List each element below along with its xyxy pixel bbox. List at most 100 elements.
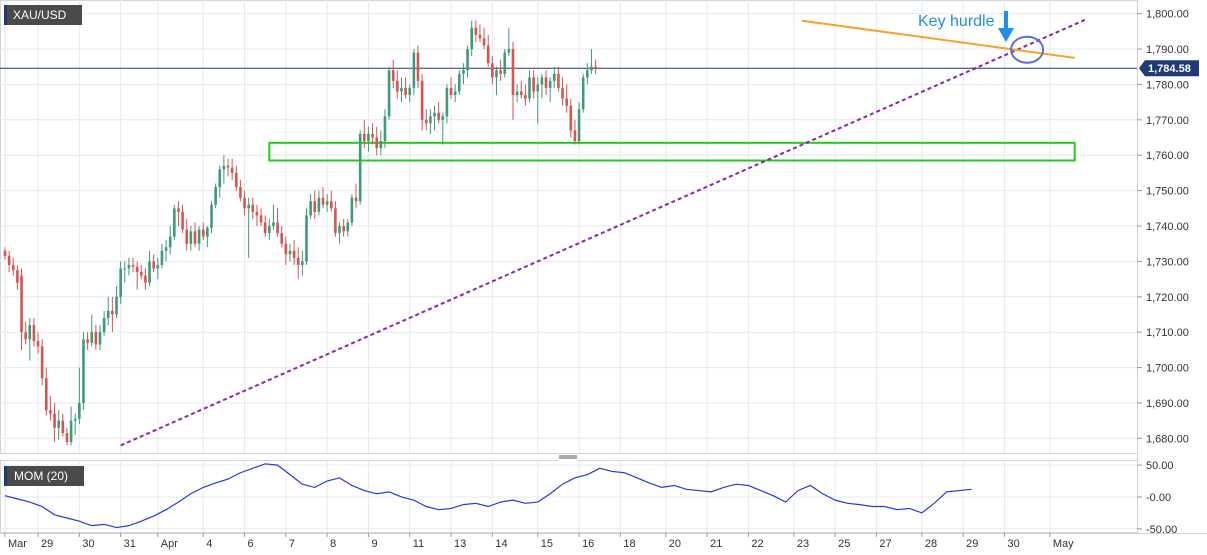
candle-body <box>69 420 73 442</box>
candle <box>53 402 56 442</box>
candle <box>65 427 69 446</box>
candle <box>259 208 263 226</box>
time-tick-label: 11 <box>413 538 424 550</box>
time-tick-label: 23 <box>797 538 809 550</box>
candle-body <box>263 222 267 234</box>
candle-body <box>557 73 560 88</box>
candle-body <box>486 45 490 64</box>
candle <box>387 66 391 120</box>
candle <box>3 247 7 260</box>
candle <box>400 77 403 103</box>
candle-body <box>371 133 374 138</box>
time-tick-label: 29 <box>41 538 53 550</box>
time-tick-label: Apr <box>161 538 178 550</box>
candle <box>358 130 362 205</box>
candle <box>581 73 585 113</box>
indicator-badge: MOM (20) <box>4 466 84 486</box>
candle-body <box>288 250 292 255</box>
candle <box>98 325 102 350</box>
candle <box>185 218 189 251</box>
candle-body <box>255 211 259 216</box>
candle <box>486 34 490 67</box>
candle-body <box>102 318 106 333</box>
candle-body <box>222 165 226 170</box>
candle-body <box>391 70 395 81</box>
candle <box>519 80 523 99</box>
candle-body <box>119 268 122 297</box>
candle <box>482 27 486 50</box>
candle-body <box>458 73 461 92</box>
candle-body <box>164 247 168 251</box>
down-arrow-icon <box>998 11 1014 42</box>
candle <box>363 119 366 149</box>
candle-body <box>210 204 213 228</box>
candle <box>189 226 193 251</box>
candle-body <box>214 187 217 205</box>
indicator-badge-bg <box>4 466 84 486</box>
candle <box>206 226 209 248</box>
time-tick-label: Mar <box>8 538 27 550</box>
candle-body <box>49 410 52 414</box>
candle <box>177 201 180 226</box>
candle <box>7 250 11 273</box>
candle-body <box>363 133 366 142</box>
candle-body <box>346 222 350 232</box>
candle-body <box>334 208 337 234</box>
candle <box>197 226 201 251</box>
candle <box>90 314 94 347</box>
candle <box>367 126 370 152</box>
candle <box>383 109 387 149</box>
price-tick-label: 1,680.00 <box>1146 433 1189 445</box>
time-tick-label: 21 <box>710 538 722 550</box>
candle-body <box>90 332 94 343</box>
candle <box>234 165 238 191</box>
time-tick-label: May <box>1053 538 1074 550</box>
candle-body <box>65 433 69 442</box>
candle <box>272 204 275 230</box>
candle-body <box>548 80 552 88</box>
last-price-label: 1,784.58 <box>1148 63 1191 75</box>
candle <box>532 70 535 99</box>
candle-body <box>296 257 300 265</box>
candle-body <box>243 197 246 209</box>
candle-body <box>404 87 407 96</box>
candle <box>503 49 507 78</box>
candle-body <box>218 169 222 188</box>
candle <box>168 226 172 255</box>
candle-body <box>272 222 275 226</box>
candle-body <box>466 49 469 71</box>
candle <box>251 197 255 219</box>
candle <box>102 310 106 336</box>
candle <box>495 66 498 96</box>
candle <box>524 84 527 106</box>
candle <box>433 105 436 131</box>
candle-body <box>20 275 23 333</box>
candle <box>111 296 114 333</box>
candle-body <box>206 227 209 237</box>
candle-body <box>400 87 403 92</box>
symbol-badge-bg <box>4 5 82 25</box>
candle-body <box>247 204 250 209</box>
candle-body <box>40 346 44 379</box>
candle <box>453 84 457 103</box>
candle <box>164 240 168 262</box>
candle <box>499 59 502 81</box>
candle <box>144 268 147 290</box>
momentum-line <box>4 463 972 529</box>
candle-body <box>552 73 556 81</box>
candle <box>396 70 399 99</box>
candle-body <box>7 256 11 265</box>
candle-body <box>573 130 577 142</box>
candle-body <box>507 49 511 53</box>
price-tick-label: 1,730.00 <box>1146 256 1189 268</box>
candle-body <box>441 116 445 120</box>
candle <box>309 194 312 219</box>
pane-resize-handle[interactable] <box>558 454 578 461</box>
candle <box>478 24 482 42</box>
candle-body <box>57 420 60 428</box>
candle-body <box>61 420 65 434</box>
candle-body <box>420 80 424 120</box>
candle-body <box>445 87 449 117</box>
candle-body <box>503 52 507 74</box>
